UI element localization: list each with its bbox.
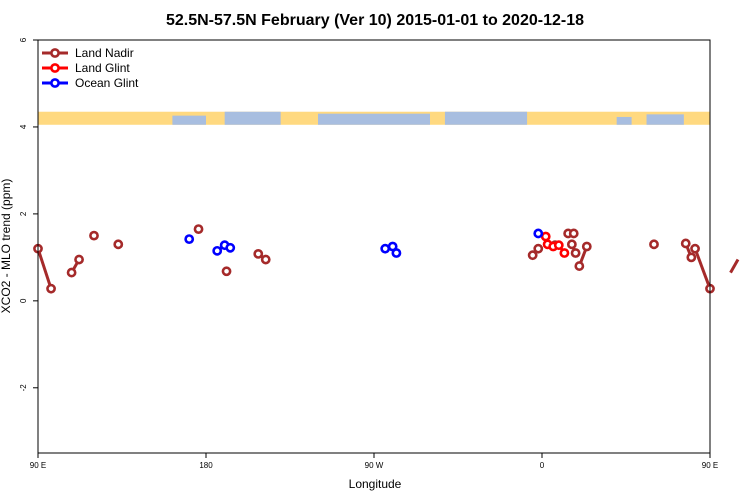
x-axis-label: Longitude [349,477,402,491]
data-point [391,248,402,258]
data-point [540,231,551,242]
data-point [253,248,264,259]
x-tick-label: 90 E [702,461,718,470]
data-point [581,241,592,252]
data-point [533,243,544,254]
series-land-glint [540,231,570,258]
land-ocean-strip [38,111,710,125]
strip-ocean [646,114,684,125]
data-point [690,243,700,254]
data-point [553,240,564,251]
legend-item: Ocean Glint [42,76,139,90]
data-point [212,245,223,256]
chart-title: 52.5N-57.5N February (Ver 10) 2015-01-01… [166,12,584,29]
legend-label: Land Glint [75,61,130,75]
data-point [260,254,271,265]
series-line [729,258,740,274]
data-point [66,267,77,278]
data-point [46,283,56,294]
legend-item: Land Nadir [42,46,134,60]
y-tick-label: 4 [19,124,28,129]
data-point [225,242,236,253]
y-tick-label: 2 [19,211,28,216]
y-tick-label: 6 [19,37,28,42]
strip-ocean [224,111,281,125]
data-point [89,230,99,241]
y-axis: -2 0 2 4 6 [19,37,38,391]
y-tick-label: -2 [19,384,28,392]
x-tick-label: 180 [199,461,213,470]
data-point [686,252,697,263]
data-point [184,234,195,245]
data-point [566,239,577,250]
x-tick-label: 90 E [30,461,46,470]
legend-label: Ocean Glint [75,76,139,90]
legend-swatch-marker [50,78,60,88]
series-line [36,248,53,290]
data-point [680,238,691,249]
series-line [693,248,712,290]
data-point [570,248,581,258]
data-point [574,261,585,271]
strip-ocean [616,116,632,125]
series-layer [33,224,740,294]
strip-ocean [172,115,206,125]
legend-swatch-marker [50,63,60,73]
data-point [74,254,84,265]
strip-ocean [444,111,528,125]
series-ocean-glint [184,228,544,258]
legend-item: Land Glint [42,61,130,75]
data-point [193,224,204,235]
data-point [649,239,659,250]
data-point [527,250,538,261]
strip-ocean [318,113,430,125]
data-point [221,266,232,277]
y-axis-label: XCO2 - MLO trend (ppm) [0,179,13,314]
y-tick-label: 0 [19,298,28,303]
data-point [533,228,544,239]
legend-swatch-marker [50,48,60,58]
x-tick-label: 0 [540,461,545,470]
x-axis: 90 E 180 90 W 0 90 E [30,453,718,470]
data-point [568,228,579,239]
legend-label: Land Nadir [75,46,134,60]
x-tick-label: 90 W [365,461,384,470]
data-point [380,243,391,254]
data-point [113,239,124,250]
data-point [559,248,570,258]
